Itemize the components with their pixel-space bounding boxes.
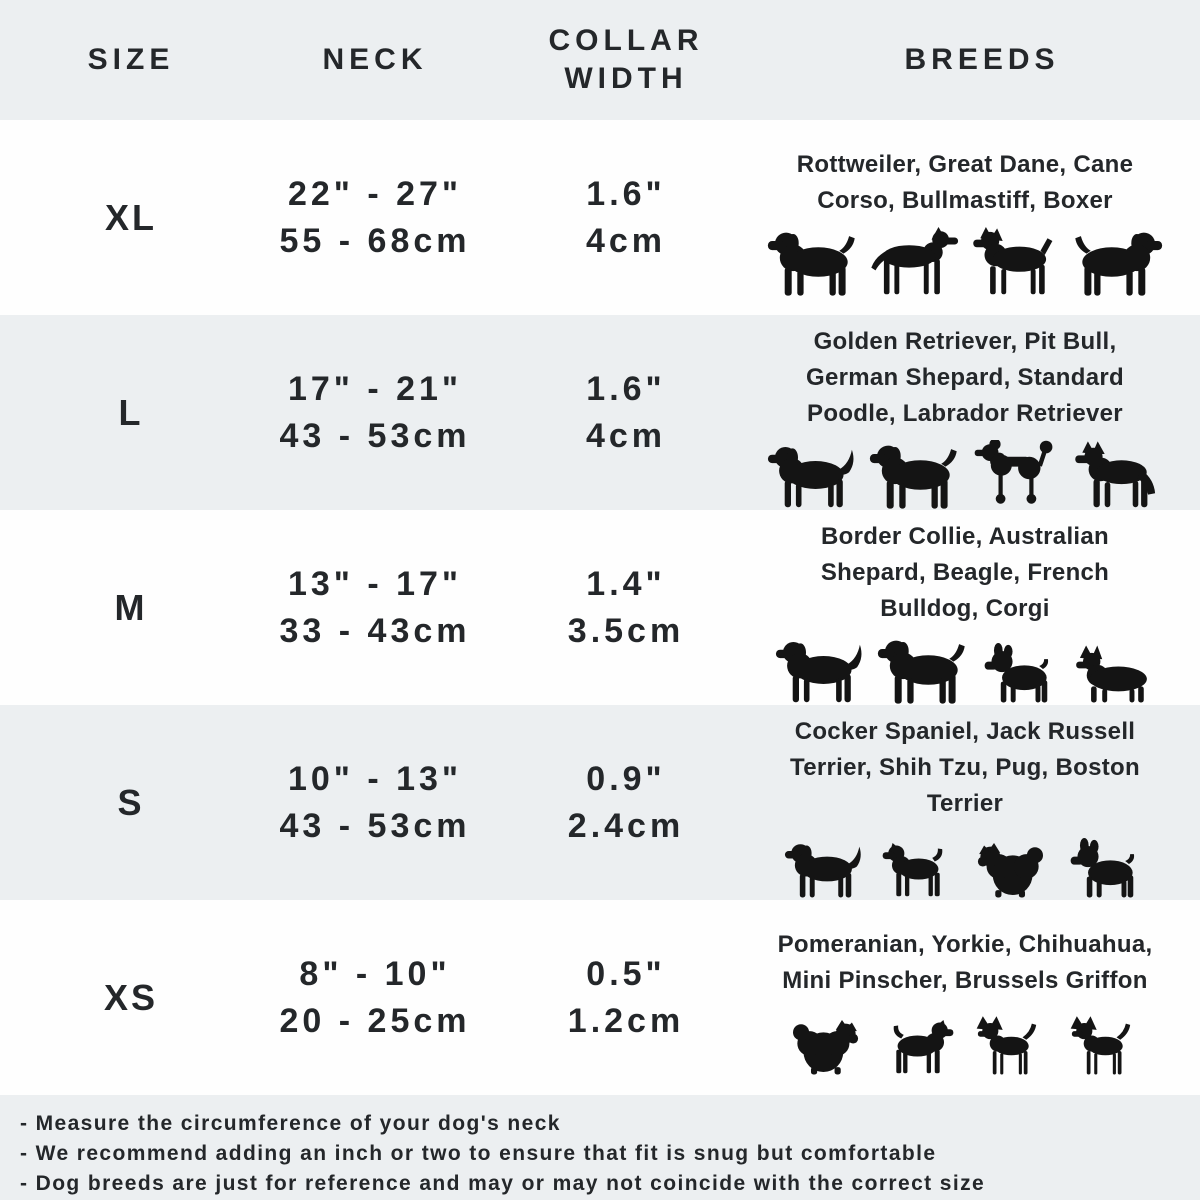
australian-shepard-icon — [774, 635, 866, 705]
neck-inches: 8" - 10" — [299, 954, 451, 993]
size-label: XS — [103, 976, 159, 1018]
pug-icon — [1064, 838, 1148, 900]
breeds-cell: Rottweiler, Great Dane, Cane Corso, Bull… — [764, 120, 1200, 315]
breeds-cell: Golden Retriever, Pit Bull, German Shepa… — [764, 315, 1200, 510]
column-header-collar-width: COLLAR WIDTH — [548, 24, 704, 95]
note-line: - We recommend adding an inch or two to … — [20, 1142, 937, 1165]
collar-width-cm: 4cm — [585, 416, 667, 455]
size-label: S — [117, 781, 145, 823]
measurement-notes: - Measure the circumference of your dog'… — [0, 1095, 1200, 1200]
column-header-size: SIZE — [87, 43, 175, 76]
collar-width-cm: 4cm — [585, 221, 667, 260]
great-dane-icon — [868, 227, 960, 297]
collar-width-measurement: 0.5" 1.2cm — [488, 951, 764, 1045]
neck-cm: 20 - 25cm — [279, 1001, 471, 1040]
cane-corso-icon — [970, 227, 1062, 297]
note-line: - Measure the circumference of your dog'… — [20, 1112, 561, 1135]
size-row-xs: XS 8" - 10" 20 - 25cm 0.5" 1.2cm Pomeran… — [0, 900, 1200, 1095]
breeds-list: Rottweiler, Great Dane, Cane Corso, Bull… — [796, 150, 1134, 214]
chihuahua-icon — [970, 1015, 1054, 1077]
collar-width-measurement: 0.9" 2.4cm — [488, 756, 764, 850]
neck-cm: 43 - 53cm — [279, 806, 471, 845]
neck-cm: 43 - 53cm — [279, 416, 471, 455]
size-row-l: L 17" - 21" 43 - 53cm 1.6" 4cm Golden Re… — [0, 315, 1200, 510]
collar-width-measurement: 1.4" 3.5cm — [488, 561, 764, 655]
breeds-list: Border Collie, Australian Shepard, Beagl… — [820, 522, 1110, 622]
mini-pinscher-icon — [1064, 1015, 1148, 1077]
labrador-retriever-icon — [868, 440, 960, 510]
note-line: - Dog breeds are just for reference and … — [20, 1172, 986, 1195]
collar-width-inches: 0.5" — [586, 954, 666, 993]
size-row-xl: XL 22" - 27" 55 - 68cm 1.6" 4cm Rottweil… — [0, 120, 1200, 315]
corgi-icon — [1072, 643, 1156, 705]
neck-cm: 33 - 43cm — [279, 611, 471, 650]
neck-measurement: 17" - 21" 43 - 53cm — [262, 366, 488, 460]
neck-measurement: 8" - 10" 20 - 25cm — [262, 951, 488, 1045]
size-label: M — [114, 586, 148, 628]
shih-tzu-icon — [970, 838, 1054, 900]
size-row-s: S 10" - 13" 43 - 53cm 0.9" 2.4cm Cocker … — [0, 705, 1200, 900]
neck-inches: 22" - 27" — [287, 174, 463, 213]
size-label: L — [118, 391, 144, 433]
collar-width-cm: 3.5cm — [567, 611, 685, 650]
collar-width-inches: 0.9" — [586, 759, 666, 798]
collar-width-measurement: 1.6" 4cm — [488, 366, 764, 460]
breeds-list: Pomeranian, Yorkie, Chihuahua, Mini Pins… — [777, 930, 1153, 994]
collar-width-inches: 1.6" — [586, 174, 666, 213]
yorkie-icon — [876, 1015, 960, 1077]
neck-measurement: 13" - 17" 33 - 43cm — [262, 561, 488, 655]
breeds-cell: Pomeranian, Yorkie, Chihuahua, Mini Pins… — [764, 900, 1200, 1095]
cocker-spaniel-icon — [782, 838, 866, 900]
collar-width-cm: 1.2cm — [567, 1001, 685, 1040]
dog-silhouettes — [774, 631, 1156, 705]
collar-width-inches: 1.4" — [586, 564, 666, 603]
rottweiler-icon — [766, 227, 858, 297]
neck-measurement: 10" - 13" 43 - 53cm — [262, 756, 488, 850]
neck-inches: 13" - 17" — [287, 564, 463, 603]
dog-silhouettes — [766, 223, 1164, 297]
breeds-cell: Border Collie, Australian Shepard, Beagl… — [764, 510, 1200, 705]
french-bulldog-icon — [978, 643, 1062, 705]
standard-poodle-icon — [970, 440, 1062, 510]
table-header-row: SIZE NECK COLLAR WIDTH BREEDS — [0, 0, 1200, 120]
breeds-cell: Cocker Spaniel, Jack Russell Terrier, Sh… — [764, 705, 1200, 900]
dog-silhouettes — [782, 826, 1148, 900]
beagle-icon — [876, 635, 968, 705]
neck-inches: 10" - 13" — [287, 759, 463, 798]
neck-measurement: 22" - 27" 55 - 68cm — [262, 171, 488, 265]
collar-width-cm: 2.4cm — [567, 806, 685, 845]
collar-width-inches: 1.6" — [586, 369, 666, 408]
column-header-breeds: BREEDS — [904, 43, 1060, 76]
bullmastiff-icon — [1072, 227, 1164, 297]
size-label: XL — [104, 196, 157, 238]
size-row-m: M 13" - 17" 33 - 43cm 1.4" 3.5cm Border … — [0, 510, 1200, 705]
collar-width-measurement: 1.6" 4cm — [488, 171, 764, 265]
neck-cm: 55 - 68cm — [279, 221, 471, 260]
dog-silhouettes — [766, 436, 1164, 510]
golden-retriever-icon — [766, 440, 858, 510]
breeds-list: Golden Retriever, Pit Bull, German Shepa… — [806, 327, 1124, 427]
column-header-neck: NECK — [322, 43, 428, 76]
jack-russell-terrier-icon — [876, 838, 960, 900]
german-shepard-icon — [1072, 440, 1164, 510]
neck-inches: 17" - 21" — [287, 369, 463, 408]
breeds-list: Cocker Spaniel, Jack Russell Terrier, Sh… — [790, 717, 1140, 817]
pomeranian-icon — [782, 1015, 866, 1077]
dog-silhouettes — [782, 1003, 1148, 1077]
